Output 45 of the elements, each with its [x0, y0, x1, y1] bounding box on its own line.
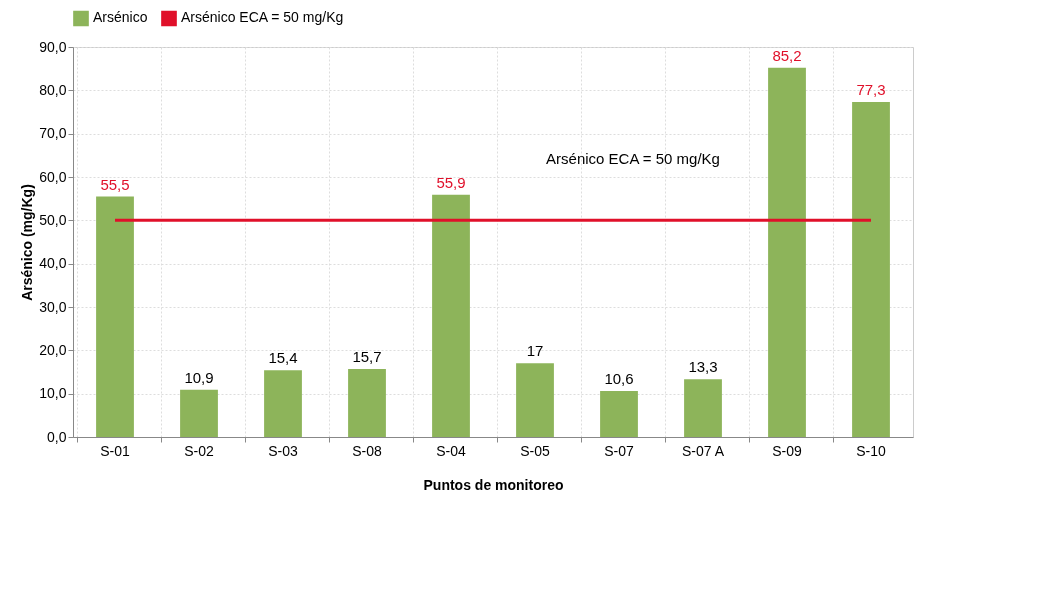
x-tick-label: S-08 — [352, 442, 382, 459]
y-tick-label: 50,0 — [39, 211, 67, 228]
data-label: 15,4 — [268, 349, 298, 367]
bar — [96, 196, 134, 437]
data-label: 10,9 — [184, 368, 214, 386]
bar — [180, 389, 218, 437]
y-tick-label: 0,0 — [47, 428, 67, 445]
y-tick-label: 80,0 — [39, 81, 67, 98]
y-axis-title: Arsénico (mg/Kg) — [19, 184, 36, 301]
y-tick-label: 90,0 — [39, 38, 67, 55]
data-label: 77,3 — [856, 81, 886, 99]
bar — [432, 194, 470, 437]
y-tick-label: 30,0 — [39, 298, 67, 315]
x-tick-label: S-02 — [184, 442, 214, 459]
legend-label: Arsénico — [93, 9, 148, 26]
bar — [768, 67, 806, 437]
x-tick-label: S-05 — [520, 442, 550, 459]
y-tick-label: 60,0 — [39, 168, 67, 185]
x-tick-label: S-10 — [856, 442, 886, 459]
data-label: 17 — [526, 342, 544, 360]
y-tick-label: 40,0 — [39, 255, 67, 272]
y-tick-label: 20,0 — [39, 341, 67, 358]
bar — [684, 379, 722, 437]
data-label: 55,5 — [100, 175, 130, 193]
x-tick-label: S-04 — [436, 442, 466, 459]
x-tick-label: S-03 — [268, 442, 298, 459]
legend-label: Arsénico ECA = 50 mg/Kg — [181, 9, 344, 26]
data-label: 15,7 — [352, 347, 382, 365]
data-label: 55,9 — [436, 173, 466, 191]
annotation: Arsénico ECA = 50 mg/Kg — [546, 150, 720, 167]
x-axis-title: Puntos de monitoreo — [423, 476, 564, 493]
x-tick-label: S-07 A — [681, 442, 725, 459]
data-label: 85,2 — [772, 46, 802, 64]
bar — [852, 102, 890, 437]
data-label: 10,6 — [604, 370, 634, 388]
x-tick-label: S-01 — [100, 442, 130, 459]
y-tick-label: 10,0 — [39, 385, 67, 402]
y-tick-label: 70,0 — [39, 125, 67, 142]
bar — [264, 370, 302, 437]
bar — [348, 368, 386, 437]
x-tick-label: S-09 — [772, 442, 802, 459]
x-tick-label: S-07 — [604, 442, 634, 459]
data-label: 13,3 — [688, 358, 718, 376]
bar — [600, 391, 638, 437]
bar — [516, 363, 554, 437]
